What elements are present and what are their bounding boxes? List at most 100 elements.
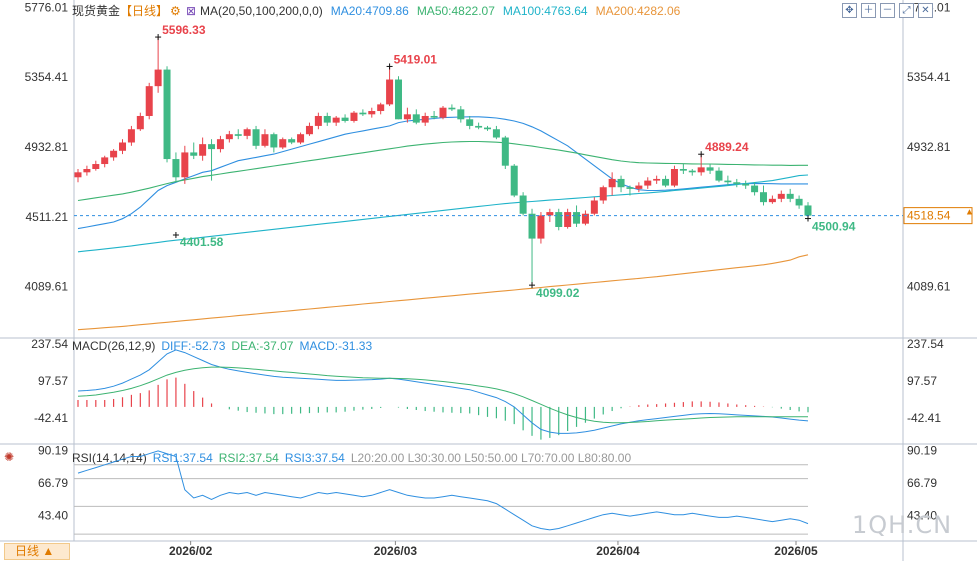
crosshair-icon[interactable]: ✥ bbox=[842, 3, 857, 18]
ma-line-ma200 bbox=[77, 254, 809, 331]
candle-body bbox=[288, 139, 296, 143]
candle-body bbox=[590, 200, 598, 214]
candle-body bbox=[768, 198, 776, 203]
period-selector-button[interactable]: 日线 ▲ bbox=[4, 543, 70, 560]
price-axis-label-left: 4511.21 bbox=[26, 210, 69, 224]
candle-body bbox=[145, 86, 153, 116]
candle-body bbox=[332, 117, 340, 123]
zoom-in-icon[interactable]: ＋ bbox=[861, 3, 876, 18]
candle-body bbox=[573, 212, 581, 224]
macd-dea-line bbox=[77, 366, 808, 424]
candle-body bbox=[172, 159, 180, 178]
candle-body bbox=[297, 134, 305, 143]
macd-axis-label-left: -42.41 bbox=[34, 411, 68, 425]
low-annotation: 4401.58 bbox=[180, 235, 224, 249]
candle-body bbox=[635, 185, 643, 189]
candle-body bbox=[742, 183, 750, 186]
macd-diff-line bbox=[77, 349, 809, 434]
candle-body bbox=[697, 167, 705, 173]
candle-body bbox=[715, 170, 723, 181]
candle-body bbox=[555, 212, 563, 227]
candle-body bbox=[706, 167, 714, 171]
candle-body bbox=[626, 187, 634, 189]
rsi-legend: RSI(14,14,14) RSI1:37.54 RSI2:37.54 RSI3:37… bbox=[72, 451, 631, 465]
candle-body bbox=[519, 195, 527, 214]
candle-body bbox=[466, 119, 474, 126]
rsi-line bbox=[77, 450, 809, 531]
rsi-axis-label-left: 66.79 bbox=[38, 476, 68, 490]
watermark: 1QH.CN bbox=[852, 511, 953, 539]
rsi-axis-label-right: 90.19 bbox=[907, 444, 937, 458]
price-axis-label-left: 5354.41 bbox=[25, 70, 69, 84]
candle-body bbox=[679, 169, 687, 171]
candle-body bbox=[386, 79, 394, 105]
candle-body bbox=[501, 137, 509, 166]
x-axis-label: 2026/02 bbox=[169, 544, 213, 558]
candle-body bbox=[581, 213, 589, 224]
rsi-axis-label-left: 90.19 bbox=[38, 444, 68, 458]
candle-body bbox=[608, 178, 616, 188]
macd-axis-label-left: 237.54 bbox=[31, 337, 68, 351]
rsi-axis-label-right: 66.79 bbox=[907, 476, 937, 490]
candle-body bbox=[101, 157, 109, 165]
candle-body bbox=[412, 114, 420, 123]
candle-body bbox=[234, 134, 242, 136]
candle-body bbox=[225, 134, 233, 140]
candle-body bbox=[439, 107, 447, 118]
candle-body bbox=[786, 193, 794, 199]
close-icon[interactable]: ✕ bbox=[918, 3, 933, 18]
candle-body bbox=[759, 192, 767, 203]
candle-body bbox=[599, 187, 607, 201]
current-price-box bbox=[903, 207, 973, 225]
macd-axis-label-right: 97.57 bbox=[907, 374, 937, 388]
candle-body bbox=[261, 134, 269, 146]
candle-body bbox=[644, 180, 652, 186]
restore-icon[interactable]: ⤢ bbox=[899, 3, 914, 18]
macd-axis-label-left: 97.57 bbox=[38, 374, 68, 388]
candle-body bbox=[430, 115, 438, 118]
candle-body bbox=[617, 178, 625, 188]
candle-body bbox=[457, 109, 465, 120]
x-axis-label: 2026/04 bbox=[596, 544, 640, 558]
candle-body bbox=[208, 144, 216, 150]
current-price-label: 4518.54 bbox=[907, 209, 951, 223]
price-axis-label-right: 4089.61 bbox=[907, 280, 951, 294]
candle-body bbox=[279, 139, 287, 148]
candle-body bbox=[777, 193, 785, 199]
candle-body bbox=[537, 215, 545, 239]
candle-body bbox=[653, 178, 661, 181]
candle-body bbox=[662, 178, 670, 186]
candle-body bbox=[163, 69, 171, 160]
candle-body bbox=[350, 112, 358, 121]
price-axis-label-right: 5354.41 bbox=[907, 70, 951, 84]
last-annotation: 4500.94 bbox=[812, 220, 856, 234]
candle-body bbox=[804, 205, 812, 216]
candle-body bbox=[688, 170, 696, 173]
price-axis-label-right: 4932.81 bbox=[907, 140, 951, 154]
x-axis-label: 2026/03 bbox=[374, 544, 418, 558]
current-price-marker: ▲ bbox=[965, 207, 974, 217]
candle-body bbox=[252, 129, 260, 146]
price-axis-label-left: 5776.01 bbox=[25, 0, 69, 14]
chart-type-icon: ⊠ bbox=[186, 4, 196, 18]
rsi-settings-icon: ✺ bbox=[4, 450, 14, 464]
candle-body bbox=[528, 213, 536, 239]
candle-body bbox=[403, 114, 411, 120]
candle-body bbox=[74, 172, 82, 178]
candle-body bbox=[154, 69, 162, 87]
candle-body bbox=[83, 169, 91, 173]
candle-body bbox=[190, 152, 198, 156]
candle-body bbox=[564, 212, 572, 227]
candle-body bbox=[127, 129, 135, 143]
candle-body bbox=[733, 182, 741, 184]
candle-body bbox=[475, 125, 483, 128]
rsi-axis-label-right: 43.40 bbox=[907, 509, 937, 523]
x-axis-label: 2026/05 bbox=[774, 544, 818, 558]
ma-line-ma100 bbox=[77, 174, 809, 253]
candle-body bbox=[546, 212, 554, 216]
high-annotation: 5596.33 bbox=[162, 23, 206, 37]
candle-body bbox=[305, 125, 313, 135]
candle-body bbox=[670, 169, 678, 186]
zoom-out-icon[interactable]: － bbox=[880, 3, 895, 18]
